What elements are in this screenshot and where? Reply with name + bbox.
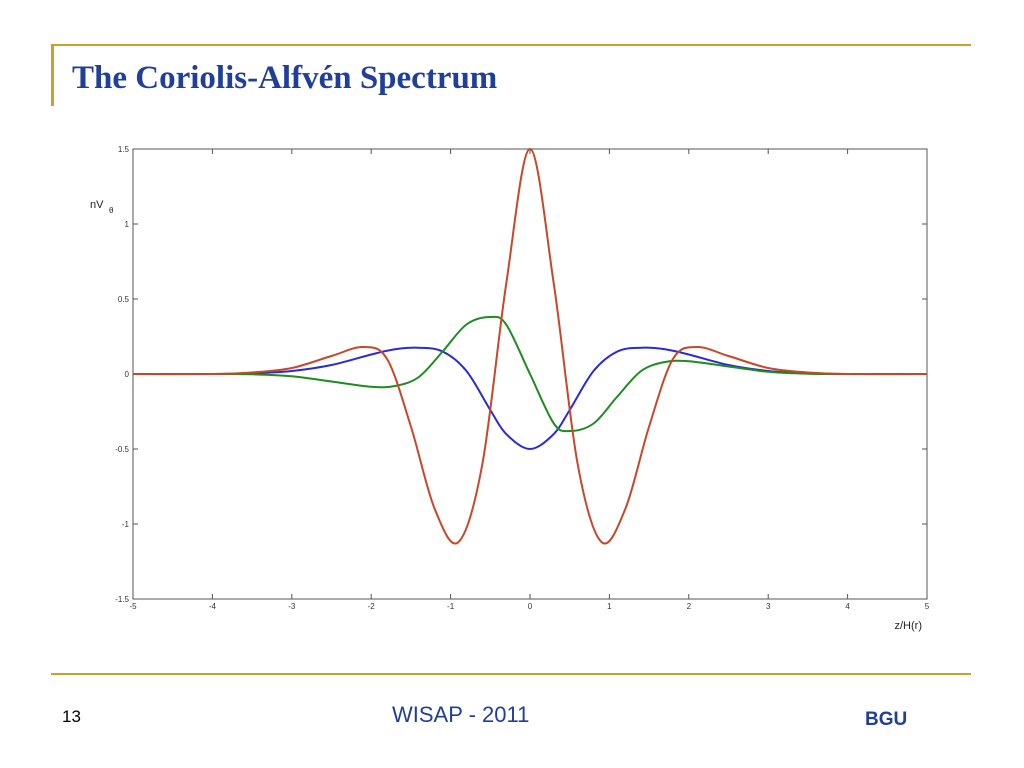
y-axis-label-subscript: θ — [109, 206, 114, 215]
y-tick-label: 1 — [125, 220, 130, 229]
y-tick-label: 0 — [125, 370, 130, 379]
x-tick-label: -2 — [368, 602, 376, 611]
x-axis-label: z/H(r) — [895, 620, 923, 632]
x-tick-label: -3 — [288, 602, 296, 611]
x-tick-label: -4 — [209, 602, 217, 611]
chart-container: -5 -4 -3 -2 -1 0 1 2 3 4 5 -1.5 -1 -0.5 0 0.5 1 1.5 z/H(r)… — [80, 130, 950, 650]
y-tick-label: -0.5 — [115, 445, 129, 454]
series-line-red — [132, 147, 928, 545]
brand-label: BGU — [865, 709, 908, 730]
series-line-blue — [132, 346, 928, 451]
y-tick-label: -1 — [122, 520, 130, 529]
x-tick-label: 1 — [607, 602, 612, 611]
title-accent-vertical-line — [51, 44, 54, 106]
footer-text: WISAP - 2011 — [392, 702, 530, 727]
line-chart: -5 -4 -3 -2 -1 0 1 2 3 4 5 -1.5 -1 -0.5 0 0.5 1 1.5 z/H(r)… — [90, 145, 930, 632]
slide-title: The Coriolis-Alfvén Spectrum — [72, 60, 498, 96]
x-tick-label: 3 — [766, 602, 771, 611]
x-tick-label: 4 — [845, 602, 850, 611]
y-tick-label: 1.5 — [118, 145, 130, 154]
y-tick-label: -1.5 — [115, 595, 129, 604]
page-number: 13 — [62, 707, 81, 726]
y-axis-label: nV — [90, 199, 104, 211]
x-tick-label: 5 — [925, 602, 930, 611]
title-accent-top-line — [51, 44, 971, 46]
series-line-green — [132, 315, 928, 433]
y-tick-label: 0.5 — [118, 295, 130, 304]
x-tick-label: 0 — [528, 602, 533, 611]
x-tick-label: -1 — [447, 602, 455, 611]
footer-divider — [51, 673, 971, 675]
x-tick-label: 2 — [687, 602, 692, 611]
x-tick-label: -5 — [129, 602, 137, 611]
